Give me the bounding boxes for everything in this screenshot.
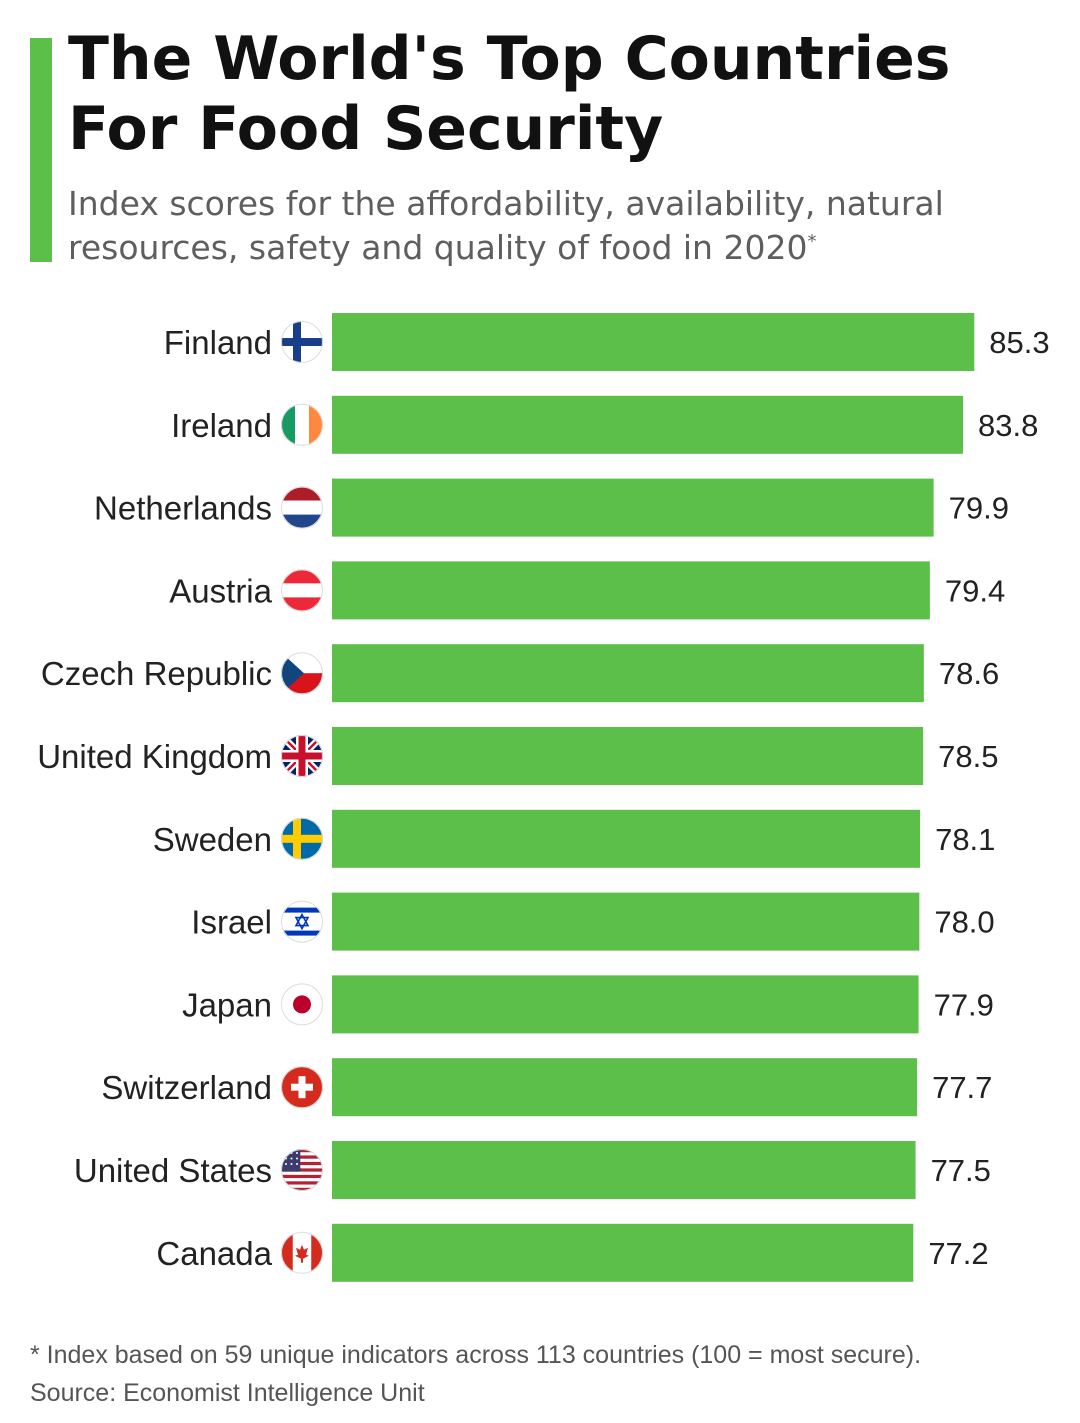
value-label: 78.1 (935, 822, 995, 857)
japan-flag-icon (281, 983, 323, 1026)
bar (332, 313, 975, 371)
value-label: 78.0 (934, 905, 994, 940)
finland-flag-icon (281, 321, 323, 363)
bar (332, 561, 930, 620)
bar (332, 1223, 914, 1282)
value-label: 83.8 (978, 408, 1038, 443)
value-label: 78.5 (938, 739, 998, 774)
bar-row-japan: Japan 77.9 (182, 975, 994, 1034)
bar-row-finland: Finland 85.3 (164, 313, 1050, 371)
category-label: Finland (164, 324, 272, 361)
united-states-flag-icon (281, 1149, 323, 1191)
value-label: 77.7 (932, 1070, 992, 1105)
austria-flag-icon (281, 569, 323, 612)
value-label: 79.9 (949, 491, 1009, 526)
bar (332, 809, 921, 868)
bar (332, 975, 919, 1034)
sweden-flag-icon (281, 817, 323, 860)
category-label: Sweden (153, 821, 272, 858)
bar-row-canada: Canada 77.2 (156, 1223, 989, 1282)
bar (332, 727, 924, 785)
switzerland-flag-icon (281, 1066, 323, 1109)
bar-row-sweden: Sweden 78.1 (153, 809, 995, 868)
bar (332, 1141, 916, 1199)
footnote-source: Source: Economist Intelligence Unit (30, 1379, 425, 1407)
subtitle-line-2-text: resources, safety and quality of food in… (68, 228, 808, 267)
netherlands-flag-icon (281, 486, 323, 529)
israel-flag-icon (281, 900, 323, 943)
value-label: 77.2 (928, 1236, 988, 1271)
bar-row-israel: Israel 78.0 (191, 892, 995, 951)
title-line-2: For Food Security (68, 94, 664, 164)
united-kingdom-flag-icon (281, 735, 323, 777)
bar (332, 395, 964, 454)
value-label: 78.6 (939, 656, 999, 691)
category-label: Switzerland (101, 1069, 272, 1106)
value-label: 85.3 (989, 325, 1049, 360)
bar-row-united-states: United States 77.5 (74, 1141, 991, 1199)
canada-flag-icon (281, 1231, 323, 1274)
bar-row-ireland: Ireland 83.8 (171, 395, 1038, 454)
title-accent-bar (30, 38, 52, 262)
category-label: United States (74, 1152, 272, 1189)
category-label: Netherlands (94, 490, 272, 527)
footnote: * Index based on 59 unique indicators ac… (30, 1336, 1070, 1412)
chart-subtitle: Index scores for the affordability, avai… (68, 182, 1058, 270)
subtitle-asterisk: * (807, 231, 817, 252)
bar (332, 892, 920, 951)
bar (332, 478, 934, 537)
footnote-note: * Index based on 59 unique indicators ac… (30, 1341, 922, 1369)
ireland-flag-icon (281, 403, 323, 446)
czech-republic-flag-icon (281, 652, 323, 695)
bar-row-netherlands: Netherlands 79.9 (94, 478, 1009, 537)
value-label: 77.5 (931, 1153, 991, 1188)
category-label: Israel (191, 904, 272, 941)
bar (332, 1058, 918, 1117)
value-label: 79.4 (945, 573, 1005, 608)
category-label: Japan (182, 986, 272, 1023)
bar-row-switzerland: Switzerland 77.7 (101, 1058, 992, 1117)
category-label: Austria (169, 572, 272, 609)
bar-row-united-kingdom: United Kingdom 78.5 (37, 727, 998, 785)
title-line-1: The World's Top Countries (68, 24, 951, 94)
category-label: Canada (156, 1235, 272, 1272)
bar-row-czech-republic: Czech Republic 78.6 (41, 644, 999, 703)
category-label: United Kingdom (37, 738, 272, 775)
bar-chart: Finland 85.3 Ireland 83.8 Netherlands 79.9 Aus… (37, 313, 1050, 1282)
chart-title: The World's Top Countries For Food Secur… (68, 24, 1048, 164)
subtitle-line-2: resources, safety and quality of food in… (68, 226, 1058, 270)
bar-row-austria: Austria 79.4 (169, 561, 1005, 620)
value-label: 77.9 (934, 987, 994, 1022)
category-label: Czech Republic (41, 655, 272, 692)
bar (332, 644, 924, 703)
subtitle-line-1: Index scores for the affordability, avai… (68, 184, 944, 223)
category-label: Ireland (171, 407, 272, 444)
